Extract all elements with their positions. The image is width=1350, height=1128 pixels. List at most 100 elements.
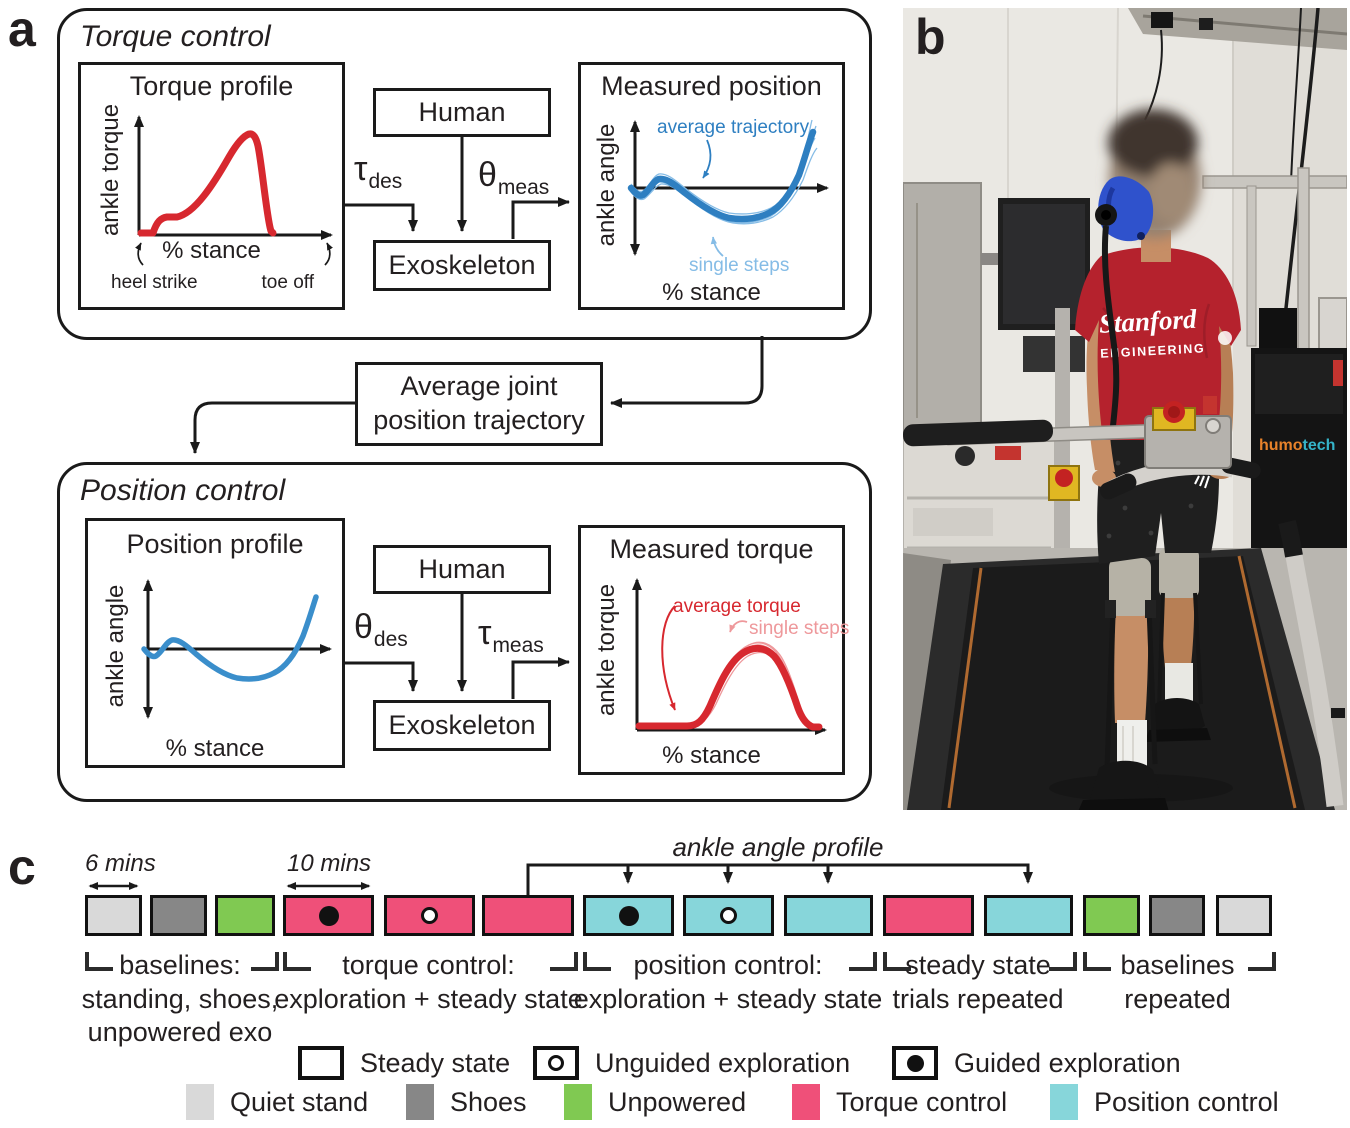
color-swatch-quiet_stand (186, 1084, 214, 1120)
ceiling-rig (1128, 8, 1347, 50)
human-label: Human (418, 554, 506, 584)
timeline-block-torque (384, 895, 475, 936)
torque-profile-title: Torque profile (129, 71, 294, 101)
left-knee-wrap (1109, 558, 1151, 616)
panel-a-label: a (8, 1, 36, 57)
treadmill-arch (1278, 519, 1345, 808)
timeline-block-quiet_stand (85, 895, 142, 936)
legend-label: Guided exploration (954, 1047, 1181, 1078)
timeline-block-quiet_stand (1216, 895, 1272, 936)
position-profile-ylabel: ankle angle (102, 584, 129, 708)
flow-connectors (190, 137, 764, 699)
bracket-left (883, 952, 911, 971)
ankle-angle-profile-label: ankle angle profile (672, 832, 884, 862)
average-joint-box: Average joint position trajectory (355, 362, 603, 446)
torque-profile-xlabel: % stance (162, 237, 261, 264)
legend-marker-box (533, 1046, 579, 1080)
estop-console (1144, 396, 1232, 469)
measured-torque-canvas (632, 578, 827, 735)
legend-label: Unpowered (608, 1086, 747, 1117)
timeline-block-unpowered (1083, 895, 1140, 936)
timeline-block-torque (883, 895, 974, 936)
exo-strut (1146, 607, 1158, 765)
torque-profile-canvas (134, 115, 333, 266)
ankle-angle-profile-lines (526, 863, 1033, 895)
filled-circle-icon (906, 1054, 924, 1072)
bracket-right (849, 952, 877, 971)
shirt-caps: ENGINEERING (1100, 341, 1206, 360)
torque-profile-plot: Torque profile ankle torque % stance hee… (78, 62, 345, 310)
wall-sign (1259, 308, 1297, 350)
exo-footplate (1078, 798, 1169, 810)
bracket-right (1248, 952, 1276, 971)
panel-c-label: c (8, 839, 36, 895)
legend-item-torque: Torque control (792, 1084, 1007, 1120)
estop-pole (1048, 308, 1080, 608)
exoskeleton-box-position: Exoskeleton (373, 700, 551, 751)
bracket-left (85, 952, 113, 971)
shorts-logo (1194, 475, 1210, 489)
legend-marker-box (298, 1046, 344, 1080)
legend-label: Quiet stand (230, 1086, 369, 1117)
legend-label: Unguided exploration (595, 1047, 851, 1078)
timeline-block-shoes (1149, 895, 1205, 936)
torque-control-title: Torque control (80, 20, 271, 53)
measured-torque-title: Measured torque (609, 534, 814, 564)
single-steps-torque-label: single steps (749, 618, 850, 639)
position-profile-title: Position profile (126, 529, 304, 559)
legend-item-quiet_stand: Quiet stand (186, 1084, 368, 1120)
legend-item-unpowered: Unpowered (564, 1084, 746, 1120)
open-circle-icon (548, 1055, 564, 1071)
position-profile-plot: Position profile ankle angle % stance (85, 518, 345, 768)
bracket-left (583, 952, 611, 971)
timeline-connectors (88, 863, 1033, 895)
legend-item-position: Position control (1050, 1084, 1279, 1120)
color-swatch-position (1050, 1084, 1078, 1120)
measured-position-title: Measured position (601, 71, 822, 101)
toe-off-label: toe off (261, 272, 314, 293)
bracket-right (550, 952, 578, 971)
measured-position-ylabel: ankle angle (593, 123, 620, 247)
measured-position-xlabel: % stance (662, 279, 761, 306)
tau-meas-signal: τmeas (478, 614, 544, 657)
measured-position-canvas (627, 119, 829, 257)
average-joint-line2: position trajectory (373, 405, 585, 435)
timeline-block-position (583, 895, 674, 936)
bracket-left (1083, 952, 1111, 971)
color-swatch-shoes (406, 1084, 434, 1120)
torque-profile-curve (137, 130, 277, 237)
legend-label: Position control (1094, 1086, 1279, 1117)
sleeve-logo (1218, 331, 1232, 345)
timeline-block-torque (482, 895, 574, 936)
timeline-block-position (784, 895, 873, 936)
position-profile-curve (141, 594, 319, 682)
timeline-block-position (984, 895, 1073, 936)
single-steps-label: single steps (689, 255, 790, 276)
timeline-block-unpowered (215, 895, 275, 936)
exoskeleton-label: Exoskeleton (388, 710, 536, 740)
group-label-line: torque control: (342, 950, 515, 980)
legend-label: Steady state (360, 1047, 511, 1078)
breathing-mask (1095, 176, 1154, 242)
group-label-line: position control: (633, 950, 823, 980)
average-trajectory-label: average trajectory (657, 117, 810, 138)
group-label-line: trials repeated (892, 984, 1064, 1014)
guided-exploration-dot (618, 905, 639, 926)
legend-marker-box (892, 1046, 938, 1080)
group-label-line: repeated (1124, 984, 1231, 1014)
group-label-line: baselines (1120, 950, 1235, 980)
duration-6min: 6 mins (85, 850, 156, 877)
legend-item-guided-exploration: Guided exploration (892, 1046, 1181, 1080)
human-box-torque: Human (373, 88, 551, 137)
average-trajectory-curve (627, 128, 817, 223)
duration-10min: 10 mins (287, 850, 372, 877)
average-joint-line1: Average joint (400, 371, 558, 402)
right-knee-wrap (1159, 548, 1199, 598)
human-label: Human (418, 97, 506, 127)
bracket-left (283, 952, 311, 971)
humotech-logo: humotech (1259, 437, 1335, 454)
monitor (981, 198, 1090, 372)
position-profile-canvas (141, 579, 332, 719)
unguided-exploration-ring (720, 907, 737, 924)
legend-label: Torque control (836, 1086, 1008, 1117)
